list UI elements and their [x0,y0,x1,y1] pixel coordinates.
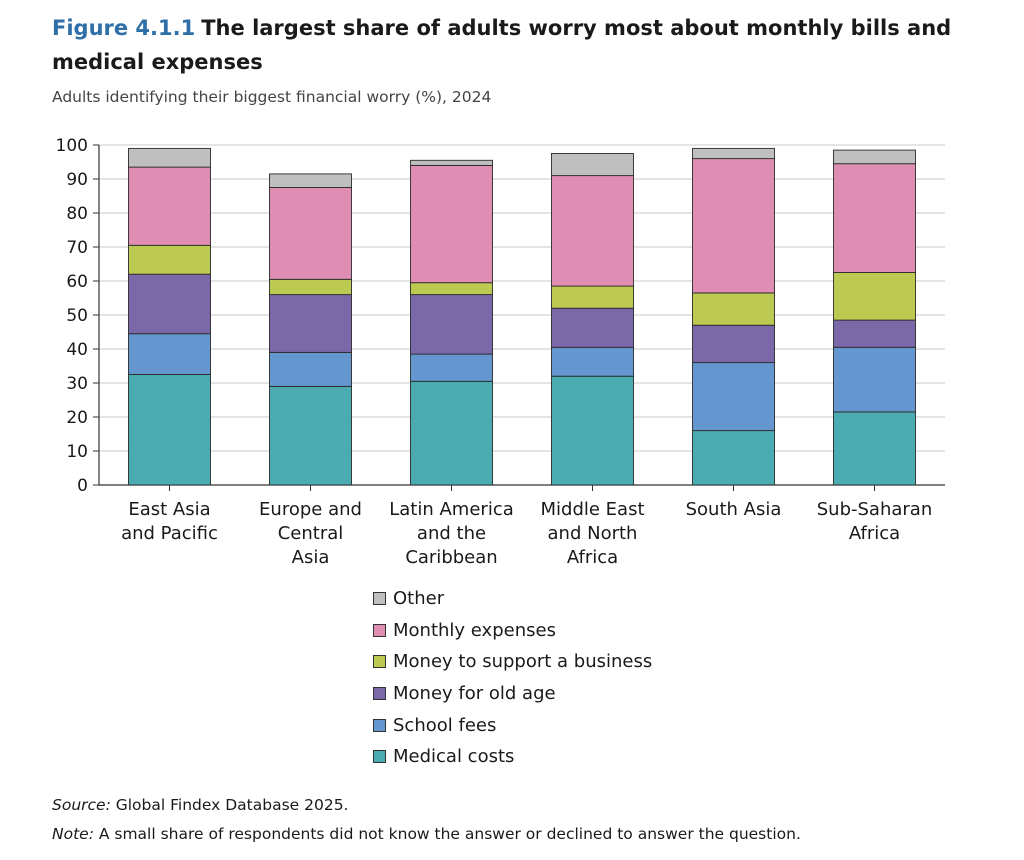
chart-notes: Source: Global Findex Database 2025. Not… [52,796,801,854]
bar-segment-monthly-expenses [269,187,352,280]
bar-segment-medical-costs [269,385,352,486]
bar-segment-school-fees [128,333,211,375]
bar-segment-other [128,147,211,168]
bar-segment-school-fees [833,346,916,413]
bar-segment-other [410,159,493,166]
bar-segment-money-to-support-a-business [269,278,352,296]
y-tick-label: 40 [66,340,88,360]
y-tick-label: 60 [66,272,88,292]
bar-segment-medical-costs [128,374,211,486]
bar-segment-money-for-old-age [128,273,211,335]
bar-segment-monthly-expenses [551,175,634,287]
legend-label: Medical costs [393,746,515,768]
bar-segment-money-to-support-a-business [410,282,493,296]
bar-segment-money-to-support-a-business [692,292,775,326]
bar-segment-money-for-old-age [551,307,634,348]
x-tick-label: Central [278,523,344,544]
y-tick-label: 20 [66,408,88,428]
x-tick-label: Africa [849,523,900,544]
bar-segment-other [692,147,775,160]
source-text: Global Findex Database 2025. [110,796,349,814]
x-tick-label: Sub-Saharan [817,499,933,520]
legend-item: Money for old age [373,678,652,710]
note-label: Note: [52,825,94,843]
source-line: Source: Global Findex Database 2025. [52,796,801,814]
figure-title-text: The largest share of adults worry most a… [52,16,952,74]
x-tick-label: Caribbean [405,547,497,568]
legend-swatch [373,718,386,732]
bar-segment-medical-costs [410,380,493,486]
bar-segment-medical-costs [833,411,916,486]
chart-subtitle: Adults identifying their biggest financi… [52,88,492,106]
legend-swatch [373,623,386,637]
bar-segment-money-for-old-age [833,319,916,348]
bar-segment-school-fees [551,346,634,377]
x-tick-label: Asia [292,547,330,568]
y-tick-label: 0 [77,476,88,496]
figure-number: Figure 4.1.1 [52,16,196,40]
bar-segment-school-fees [410,353,493,382]
legend-label: School fees [393,714,497,736]
chart-title: Figure 4.1.1 The largest share of adults … [52,11,992,79]
legend-swatch [373,655,386,669]
x-tick-label: Europe and [259,499,362,520]
bar-segment-school-fees [692,362,775,432]
legend-label: Monthly expenses [393,619,556,641]
y-tick-label: 100 [56,136,88,156]
note-line: Note: A small share of respondents did n… [52,825,801,843]
legend-item: Other [373,583,652,615]
x-tick-label: Latin America [389,499,514,520]
legend-label: Money to support a business [393,651,653,673]
bar-segment-other [833,149,916,165]
bar-segment-monthly-expenses [410,164,493,284]
x-tick-label: and North [548,523,638,544]
bar-segment-medical-costs [551,375,634,486]
legend-item: Monthly expenses [373,615,652,647]
legend-label: Money for old age [393,683,556,705]
bar-segment-monthly-expenses [128,166,211,246]
y-tick-label: 70 [66,238,88,258]
bar-segment-monthly-expenses [692,158,775,294]
y-tick-label: 30 [66,374,88,394]
x-tick-label: Africa [567,547,618,568]
source-label: Source: [52,796,111,814]
y-tick-label: 80 [66,204,88,224]
bar-segment-money-for-old-age [692,324,775,364]
bar-segment-medical-costs [692,430,775,486]
bar-segment-money-to-support-a-business [833,272,916,321]
note-text: A small share of respondents did not kno… [93,825,801,843]
legend-swatch [373,592,386,606]
x-tick-label: Middle East [540,499,644,520]
y-tick-label: 50 [66,306,88,326]
bar-segment-monthly-expenses [833,163,916,273]
x-tick-label: and Pacific [121,523,218,544]
legend-item: Medical costs [373,741,652,773]
y-tick-label: 90 [66,170,88,190]
bar-segment-other [551,153,634,177]
bar-segment-money-for-old-age [269,294,352,353]
x-tick-label: South Asia [686,499,782,520]
bar-segment-money-for-old-age [410,294,493,355]
legend-swatch [373,750,386,764]
legend-item: Money to support a business [373,646,652,678]
x-tick-label: East Asia [128,499,210,520]
legend-item: School fees [373,709,652,741]
bar-segment-money-to-support-a-business [551,285,634,309]
y-tick-label: 10 [66,442,88,462]
chart-legend: Other Monthly expenses Money to support a … [373,583,652,773]
bar-segment-money-to-support-a-business [128,244,211,275]
bar-segment-school-fees [269,351,352,387]
legend-swatch [373,687,386,701]
stacked-bar-chart: 0 10 20 30 40 50 60 70 80 90 100 East Asia and Pacif… [56,136,945,568]
bar-segment-other [269,173,352,188]
x-tick-label: and the [417,523,486,544]
legend-label: Other [393,588,445,610]
